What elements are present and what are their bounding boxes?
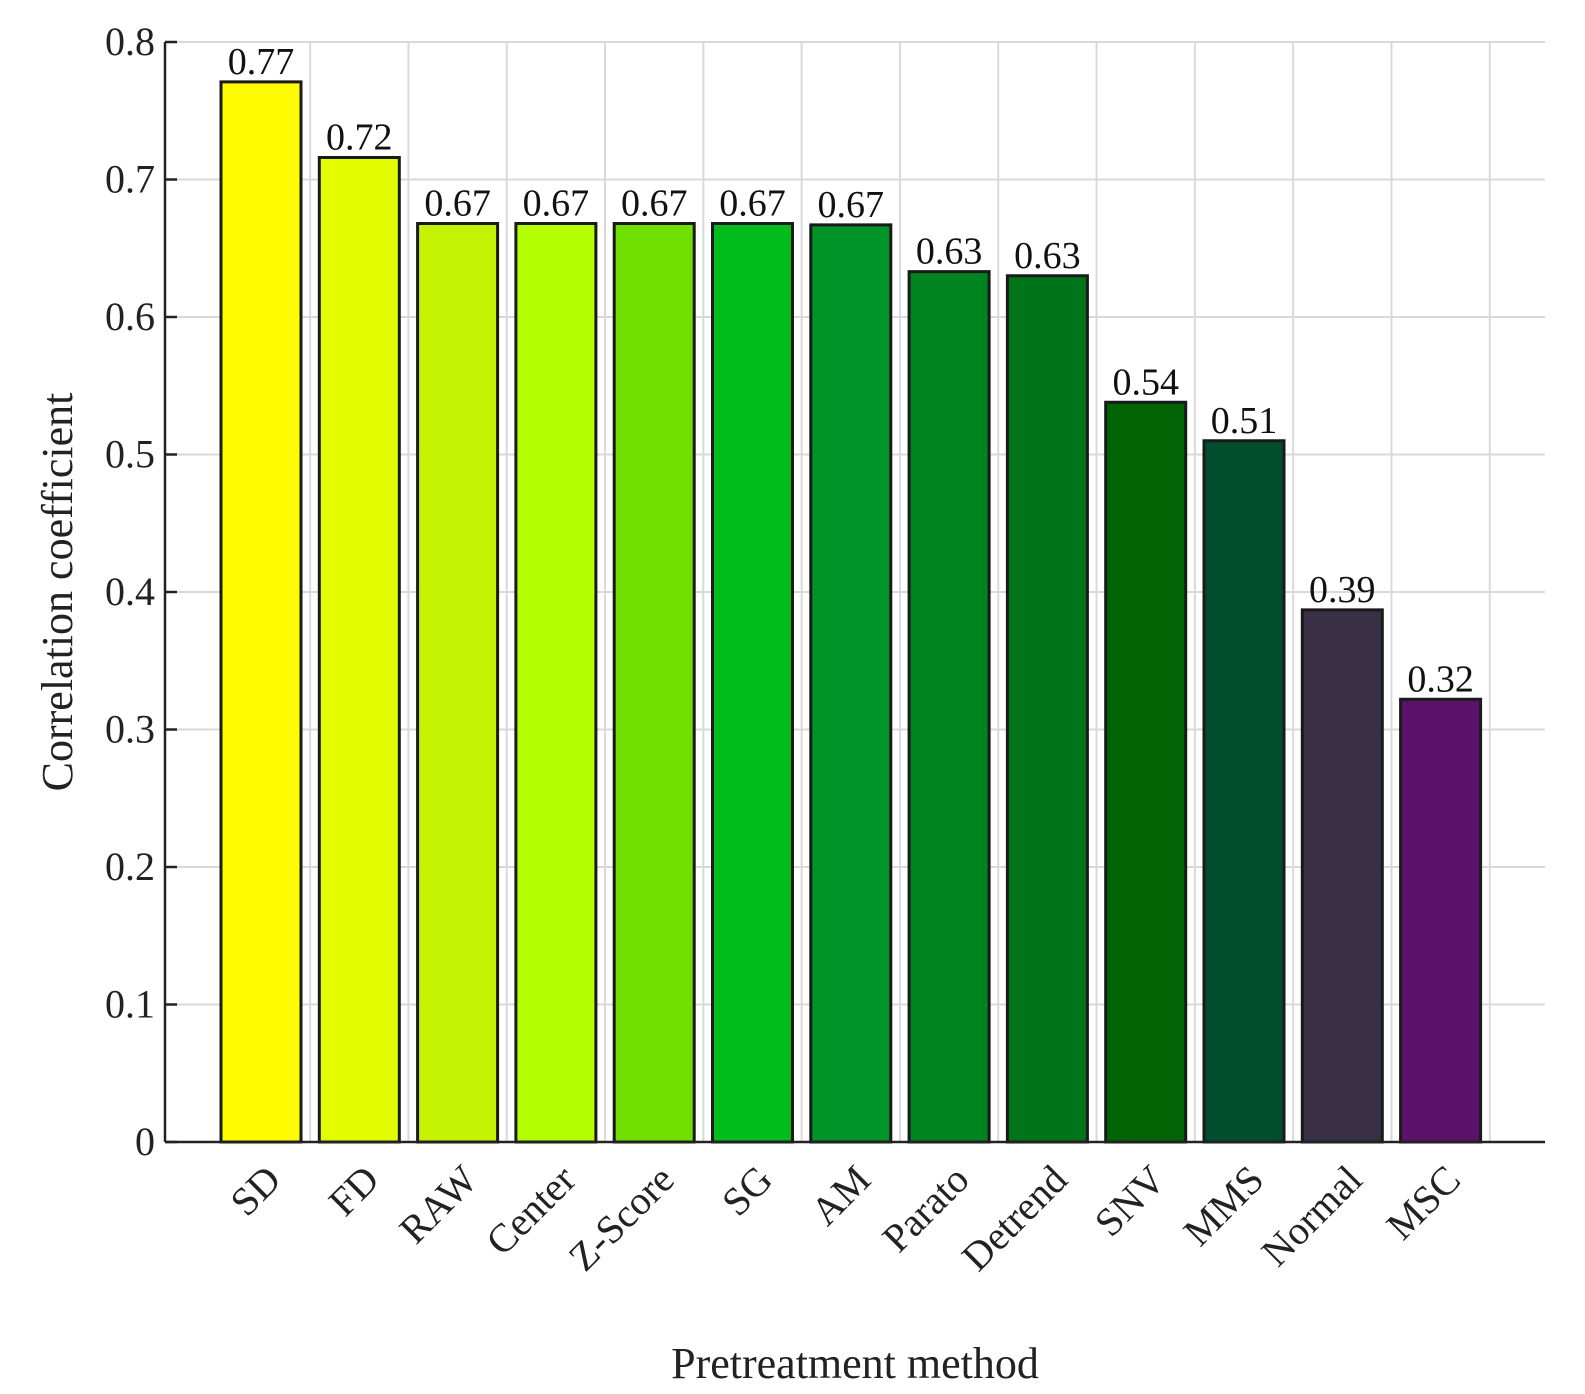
data-label: 0.77	[228, 41, 295, 83]
bar-mms	[1202, 439, 1286, 1144]
data-label: 0.67	[424, 183, 491, 225]
bars	[219, 80, 1483, 1144]
y-tick-label: 0.2	[105, 844, 155, 889]
y-tick-labels: 0 0.1 0.2 0.3 0.4 0.5 0.6 0.7 0.8	[105, 19, 155, 1164]
bar-raw	[416, 222, 500, 1144]
bar-detrend	[1005, 274, 1089, 1144]
data-label: 0.51	[1211, 400, 1278, 442]
y-tick-label: 0.7	[105, 157, 155, 202]
x-axis-title: Pretreatment method	[671, 1339, 1039, 1388]
bar-normal	[1300, 608, 1384, 1144]
x-tick-label: RAW	[390, 1156, 486, 1252]
x-tick-label: SNV	[1086, 1156, 1174, 1244]
x-tick-label: Normal	[1252, 1157, 1370, 1275]
y-tick-label: 0.5	[105, 432, 155, 477]
x-tick-label: SG	[713, 1157, 781, 1225]
x-tick-label: Detrend	[953, 1157, 1076, 1280]
x-tick-label: SD	[221, 1157, 289, 1225]
data-label: 0.72	[326, 117, 393, 159]
bar-sd	[219, 80, 303, 1144]
y-tick-label: 0.8	[105, 19, 155, 64]
axes	[163, 40, 1545, 1144]
bar-snv	[1104, 400, 1188, 1144]
data-label: 0.67	[523, 183, 590, 225]
bar-am	[809, 223, 893, 1144]
y-tick-label: 0.6	[105, 294, 155, 339]
data-label: 0.67	[621, 183, 688, 225]
x-tick-label: AM	[802, 1157, 879, 1234]
y-tick-label: 0.4	[105, 569, 155, 614]
data-label: 0.54	[1112, 361, 1179, 403]
y-tick-label: 0.1	[105, 982, 155, 1027]
bar-parato	[907, 270, 991, 1144]
data-label: 0.67	[818, 184, 885, 226]
x-tick-label: FD	[320, 1157, 388, 1225]
data-label: 0.63	[916, 231, 983, 273]
x-tick-label: Z-Score	[560, 1157, 683, 1280]
data-label: 0.63	[1014, 235, 1081, 277]
bar-fd	[317, 156, 401, 1144]
y-tick-label: 0	[135, 1119, 155, 1164]
data-label: 0.32	[1407, 658, 1474, 700]
data-labels: 0.77 0.72 0.67 0.67 0.67 0.67 0.67 0.63 0.63 0.54…	[228, 41, 1474, 700]
y-tick-label: 0.3	[105, 707, 155, 752]
data-label: 0.39	[1309, 569, 1376, 611]
y-axis-title: Correlation coefficient	[33, 393, 82, 792]
data-label: 0.67	[719, 183, 786, 225]
bar-z-score	[612, 222, 696, 1144]
bar-sg	[711, 222, 794, 1144]
bar-msc	[1399, 697, 1483, 1144]
x-tick-label: MSC	[1377, 1157, 1469, 1249]
bar-center	[514, 222, 598, 1144]
